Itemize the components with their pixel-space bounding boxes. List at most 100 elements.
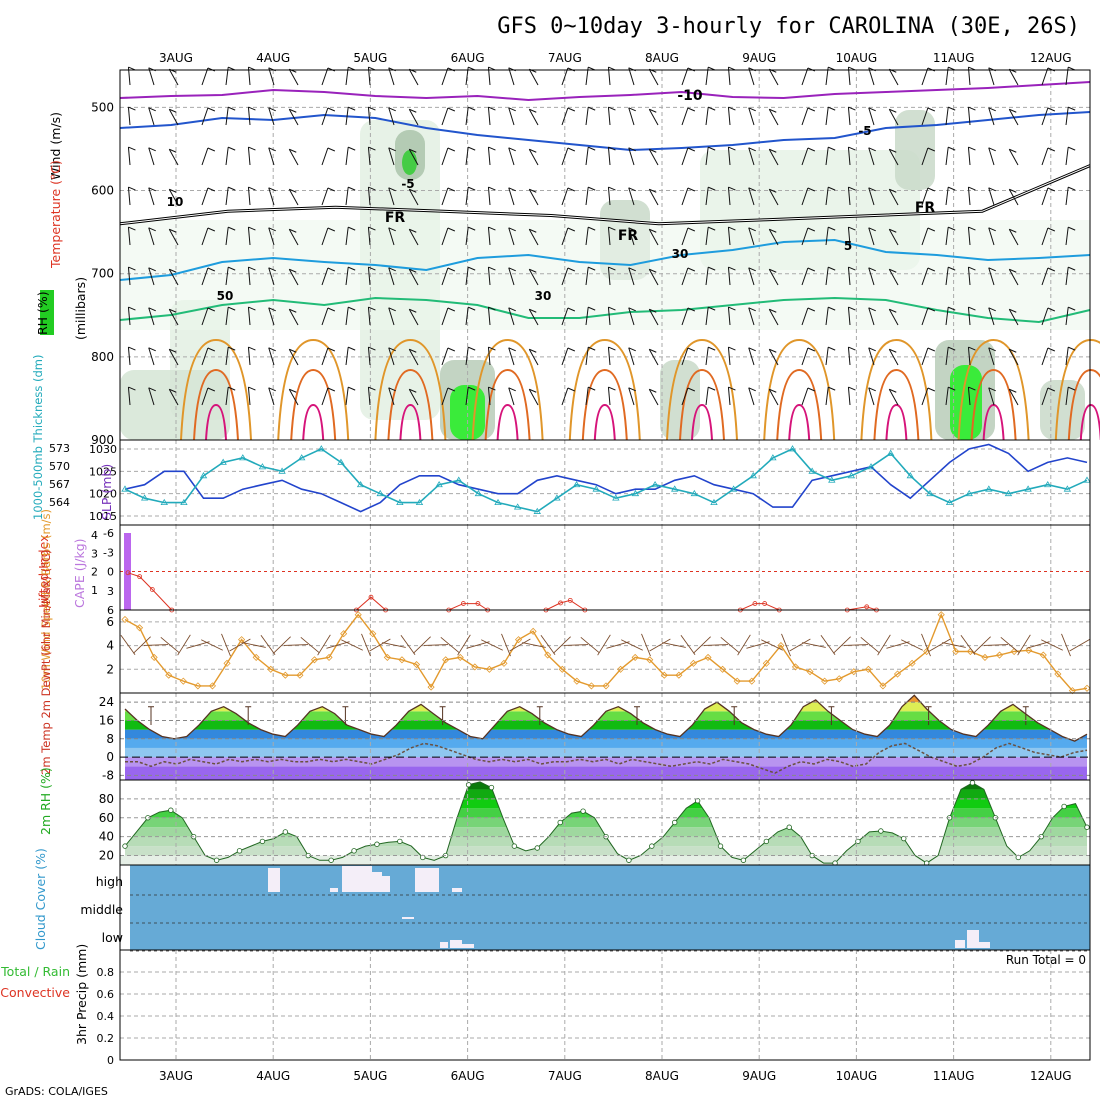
wind-barb [168,229,179,246]
wind-barb [825,187,829,206]
wind-barb-flag [587,226,596,231]
wind-barb-flag [827,106,836,111]
wind-barb [367,307,371,326]
lifted-index-point [149,587,155,592]
wind-barb [945,347,949,366]
rh-point [969,780,976,786]
cape-ytick: 3 [91,547,98,560]
wind-barb-flag [169,148,177,153]
wind-barb-flag [889,148,897,153]
wind-barb-flag [447,107,456,112]
wind-barb-flag [848,106,856,111]
temperature-contour-hottest [885,403,908,441]
upper-air-ytick: 900 [91,433,114,447]
cloud-ytick: middle [80,902,123,917]
wind-barb [367,107,371,126]
wind-barb-flag [927,107,936,112]
wind-barb-flag [1067,386,1076,391]
wind-barb [127,387,131,406]
wind-barb-flag [368,266,376,271]
wind-barb-flag [868,387,876,392]
wind-barb-flag [769,268,777,273]
wind-barb [727,267,731,286]
wind-barb-flag [628,107,636,112]
wind-barb-flag [748,307,756,312]
wind10m-barb [283,644,309,646]
wind-barb-flag [529,308,537,313]
wind-barb-flag [807,107,816,112]
wind-barb-flag [128,186,136,191]
wind-barb [945,267,949,286]
thickness-point [160,498,168,506]
wind-barb-flag [649,268,657,273]
wind-barb-flag [868,307,876,312]
wind-barb [748,107,755,126]
wind-barb [801,107,809,126]
wind-barb [288,349,299,366]
wind-speed-point [689,659,698,667]
thickness-point [690,489,699,497]
wind-barb [367,187,371,206]
wind-barb [945,227,949,246]
rh-ytick: 60 [99,811,114,825]
thickness-point [239,454,247,461]
wind-barb [388,227,395,246]
wind-barb-flag [587,306,596,311]
wind-barb [921,227,929,246]
wind-barb [321,267,329,286]
wind-barb [988,107,995,126]
thickness-ytick: 564 [49,496,70,509]
contour-label: 30 [672,247,689,261]
wind-speed-point [238,636,246,644]
wind-barb-flag [608,226,616,231]
wind-speed-point [412,660,421,669]
wind10m-barb [201,639,223,651]
wind-barb-flag [608,146,616,151]
wind-barb-flag [927,267,936,272]
contour-label: FR [915,200,936,216]
wind-barb [465,307,469,326]
wind-barb-flag [488,346,496,351]
wind10m-barb [737,634,751,656]
wind-barb-flag [447,387,456,392]
wind-barb [321,187,329,206]
rh-point [626,857,632,863]
wind10m-barb [457,634,471,656]
wind-barb [148,267,155,286]
thickness-point [710,498,718,506]
wind-barb-flag [508,187,516,192]
wind-barb [847,227,851,246]
wind-barb-flag [409,108,417,113]
wind-barb-flag [128,346,136,351]
wind-barb [528,389,539,406]
wind10m-barb [326,641,350,649]
wind10m-barb [833,636,851,654]
precip-ytick: 0 [107,1054,114,1067]
wind-barb-flag [649,108,657,113]
rh-point [649,843,655,849]
wind10m-barb [423,644,449,646]
wind-barb-flag [529,228,537,233]
wind-barb [465,227,469,246]
wind-barb [628,387,635,406]
lifted-index-line [127,572,173,611]
wind-speed-point [529,627,537,635]
rh-band [125,846,1087,856]
wind-barb-flag [748,187,756,192]
wind10m-barb [563,644,589,646]
wind-barb-flag [467,386,476,391]
wind-barb [768,229,779,246]
wind10m-barb [921,633,931,657]
wind-speed-point [398,656,406,664]
wind-barb-flag [947,306,956,311]
wind-barb [201,227,209,246]
thickness-point [1083,476,1091,483]
wind-barb [847,147,851,166]
wind-speed-point [267,665,275,673]
wind-barb [268,187,275,206]
rh-point [557,819,563,826]
wind-speed-point [573,677,581,685]
cape-ytick: 1 [91,584,98,597]
wind-barb-flag [827,146,836,151]
temperature-ylabel: 2m Temp 2m DewPt (6hr Min/Max) (°C) [39,549,53,775]
